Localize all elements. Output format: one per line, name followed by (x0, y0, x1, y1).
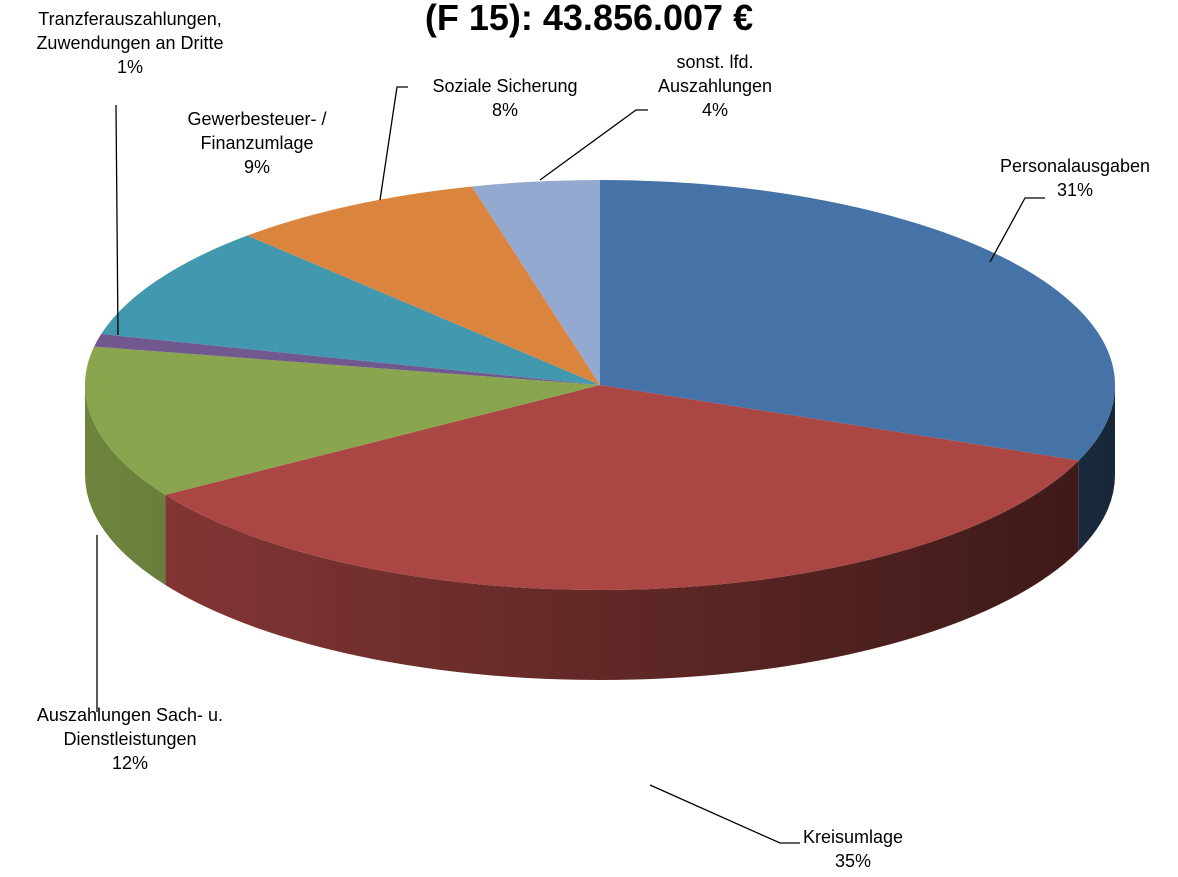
value-label: 4% (701, 100, 728, 120)
slice-label: Personalausgaben 31% (975, 154, 1175, 202)
leader-lines (96, 86, 1045, 844)
slice-label: Kreisumlage 35% (753, 825, 953, 873)
category-label: Soziale Sicherung (432, 76, 578, 96)
category-label: Tranzferauszahlungen, Zuwendungen an Dri… (36, 9, 224, 53)
value-label: 9% (243, 157, 270, 177)
value-label: 12% (111, 753, 149, 773)
slice (600, 180, 1115, 461)
leader-line (379, 86, 408, 201)
slice (94, 334, 601, 385)
value-label: 1% (116, 57, 143, 77)
leader-line (539, 109, 648, 181)
category-label: Gewerbesteuer- / Finanzumlage (187, 109, 327, 153)
category-label: sonst. lfd. Auszahlungen (657, 52, 773, 96)
slice-label: Gewerbesteuer- / Finanzumlage 9% (170, 107, 345, 179)
slice (247, 186, 600, 385)
leader-line (989, 197, 1045, 263)
slice-label: sonst. lfd. Auszahlungen 4% (640, 50, 790, 122)
slice (85, 346, 601, 495)
chart-title: (F 15): 43.856.007 € (424, 0, 754, 38)
category-label: Kreisumlage (802, 827, 904, 847)
slice-side (1078, 385, 1115, 551)
slice-label: Tranzferauszahlungen, Zuwendungen an Dri… (10, 7, 250, 79)
slice-label: Soziale Sicherung 8% (405, 74, 605, 122)
slice-label: Auszahlungen Sach- u. Dienstleistungen 12… (10, 703, 250, 775)
value-label: 31% (1056, 180, 1094, 200)
slice-side (85, 385, 166, 585)
category-label: Auszahlungen Sach- u. Dienstleistungen (36, 705, 224, 749)
slice (471, 180, 600, 385)
value-label: 35% (834, 851, 872, 871)
leader-line (649, 784, 800, 844)
value-label: 8% (491, 100, 518, 120)
slice (165, 385, 1079, 590)
leader-line (115, 104, 119, 336)
slice (101, 235, 601, 385)
slice-side (165, 460, 1079, 680)
category-label: Personalausgaben (999, 156, 1151, 176)
